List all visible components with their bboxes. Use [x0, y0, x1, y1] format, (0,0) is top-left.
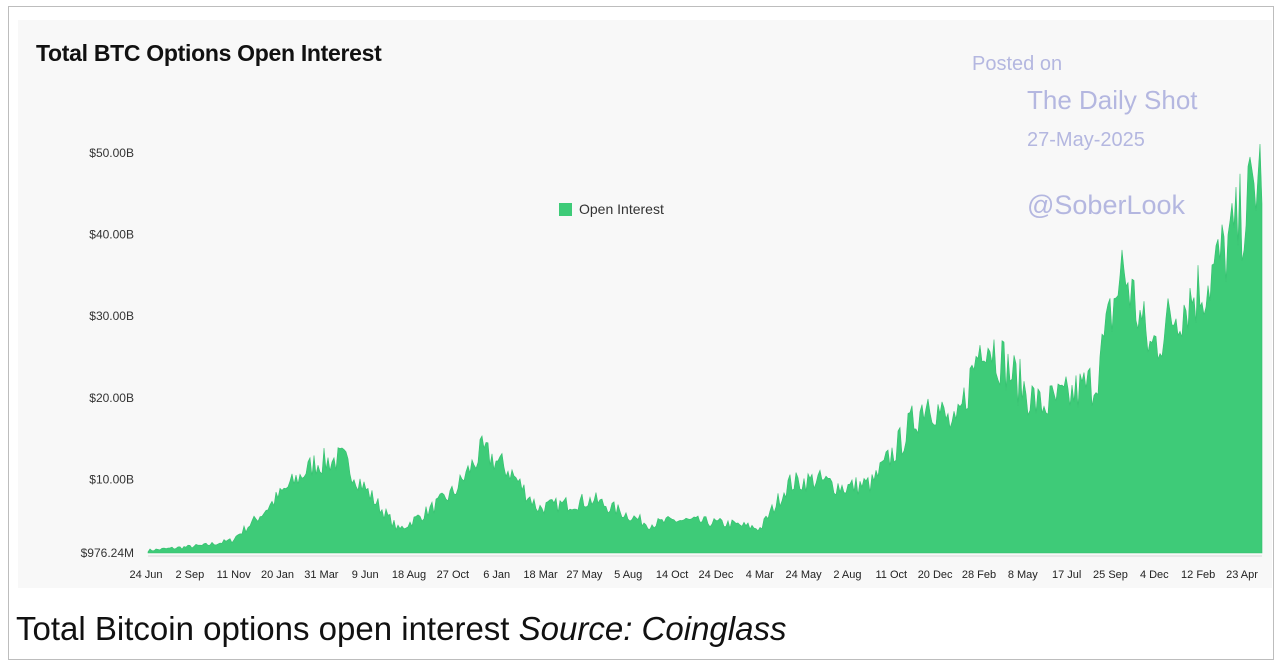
watermark-posted-on: Posted on	[972, 53, 1063, 75]
x-tick-label: 2 Sep	[175, 569, 204, 581]
y-tick-label: $30.00B	[89, 309, 134, 323]
caption-source: Source: Coinglass	[518, 610, 787, 647]
watermark-date: 27-May-2025	[1027, 129, 1145, 151]
x-tick-label: 31 Mar	[304, 569, 339, 581]
y-tick-label: $50.00B	[89, 146, 134, 160]
y-tick-label: $976.24M	[81, 546, 134, 560]
open-interest-series	[147, 143, 1263, 554]
x-tick-label: 18 Aug	[392, 569, 426, 581]
x-tick-label: 18 Mar	[523, 569, 558, 581]
y-tick-label: $10.00B	[89, 472, 134, 486]
chart-title: Total BTC Options Open Interest	[36, 40, 382, 66]
y-tick-label: $40.00B	[89, 228, 134, 242]
x-tick-label: 27 May	[566, 569, 603, 581]
x-tick-label: 4 Dec	[1140, 569, 1169, 581]
x-tick-label: 20 Jan	[261, 569, 294, 581]
x-tick-label: 2 Aug	[833, 569, 861, 581]
x-tick-label: 9 Jun	[352, 569, 379, 581]
x-tick-label: 14 Oct	[656, 569, 688, 581]
caption-main: Total Bitcoin options open interest	[16, 610, 510, 647]
watermark-daily-shot: The Daily Shot	[1027, 85, 1198, 115]
x-tick-label: 25 Sep	[1093, 569, 1128, 581]
watermark-handle: @SoberLook	[1027, 190, 1186, 220]
legend-label: Open Interest	[579, 201, 664, 217]
x-tick-label: 24 Jun	[129, 569, 162, 581]
x-tick-label: 5 Aug	[614, 569, 642, 581]
y-tick-label: $20.00B	[89, 391, 134, 405]
x-tick-label: 20 Dec	[918, 569, 953, 581]
x-tick-label: 6 Jan	[483, 569, 510, 581]
legend: Open Interest	[559, 201, 664, 217]
x-tick-label: 12 Feb	[1181, 569, 1215, 581]
open-interest-area	[147, 143, 1263, 554]
x-axis: 24 Jun 2 Sep 11 Nov 20 Jan 31 Mar 9 Jun 18 Aug…	[129, 555, 1262, 581]
x-tick-label: 24 Dec	[698, 569, 733, 581]
legend-swatch	[559, 203, 572, 216]
x-tick-label: 24 May	[786, 569, 823, 581]
figure-caption: Total Bitcoin options open interest Sour…	[16, 610, 786, 648]
x-tick-label: 23 Apr	[1226, 569, 1258, 581]
x-tick-label: 4 Mar	[746, 569, 774, 581]
x-tick-label: 8 May	[1008, 569, 1038, 581]
x-tick-label: 27 Oct	[437, 569, 469, 581]
x-tick-label: 11 Nov	[217, 569, 252, 581]
x-tick-label: 11 Oct	[875, 569, 907, 581]
x-tick-label: 17 Jul	[1052, 569, 1081, 581]
y-axis: $976.24M $10.00B $20.00B $30.00B $40.00B $50.…	[81, 146, 134, 560]
x-tick-label: 28 Feb	[962, 569, 996, 581]
